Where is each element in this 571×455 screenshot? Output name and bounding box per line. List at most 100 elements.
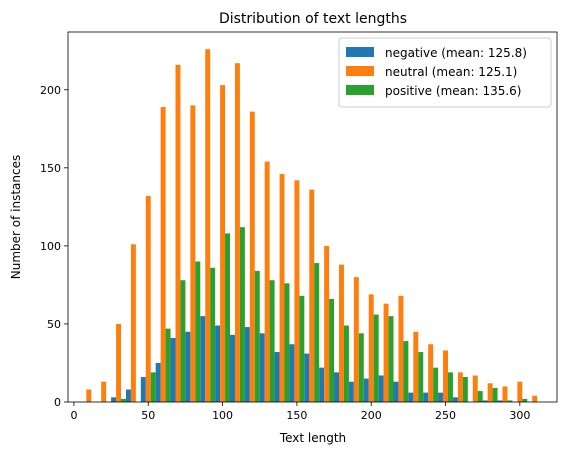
bar-negative-11 [244, 327, 250, 402]
bars-layer [86, 49, 538, 403]
bar-negative-5 [155, 362, 161, 402]
bar-positive-10 [239, 227, 245, 402]
bar-positive-26 [477, 391, 483, 402]
plot-frame [67, 31, 558, 403]
bar-positive-2 [121, 398, 126, 402]
bar-negative-17 [334, 372, 339, 402]
bar-negative-8 [200, 316, 206, 402]
bar-neutral-8 [205, 49, 211, 403]
bar-neutral-22 [413, 331, 419, 402]
bar-neutral-30 [532, 395, 538, 402]
x-tick-label: 200 [361, 409, 382, 422]
bar-neutral-18 [353, 277, 359, 402]
bar-neutral-27 [487, 383, 493, 402]
bar-neutral-13 [279, 174, 285, 402]
x-tick-label: 0 [70, 409, 77, 422]
bar-positive-8 [210, 267, 216, 402]
bar-neutral-5 [160, 106, 166, 402]
bar-negative-6 [170, 337, 176, 402]
bar-negative-20 [378, 375, 384, 402]
bar-negative-22 [408, 392, 414, 402]
bar-negative-2 [111, 397, 117, 402]
y-axis-label: Number of instances [9, 155, 23, 280]
bar-neutral-26 [472, 375, 478, 402]
bar-neutral-16 [324, 245, 330, 402]
bar-positive-18 [358, 333, 364, 402]
bar-neutral-19 [368, 294, 374, 402]
x-tick-label: 50 [141, 409, 155, 422]
x-axis-ticks: 0 50 100 150 200 250 300 [70, 402, 530, 422]
legend-swatch [346, 47, 374, 57]
bar-positive-19 [373, 314, 379, 402]
bar-negative-19 [363, 378, 369, 402]
y-tick-label: 0 [54, 396, 61, 409]
bar-negative-25 [452, 397, 458, 402]
bar-neutral-2 [116, 323, 122, 402]
bar-positive-21 [403, 341, 409, 402]
bar-negative-23 [423, 392, 429, 402]
bar-negative-24 [438, 392, 444, 402]
bar-positive-27 [492, 387, 498, 402]
bar-neutral-7 [190, 105, 196, 402]
bar-neutral-28 [502, 386, 508, 402]
bar-neutral-9 [220, 85, 226, 402]
bar-negative-27 [482, 400, 488, 402]
bar-positive-9 [225, 233, 230, 402]
bar-positive-5 [165, 328, 171, 402]
bar-positive-14 [299, 295, 305, 402]
bar-positive-12 [269, 280, 275, 402]
chart-title: Distribution of text lengths [219, 11, 407, 27]
bar-neutral-6 [175, 64, 181, 402]
bar-negative-21 [393, 381, 399, 402]
bar-neutral-21 [398, 295, 404, 402]
y-tick-label: 150 [40, 162, 61, 175]
bar-negative-12 [259, 333, 265, 402]
bar-negative-16 [319, 367, 325, 402]
bar-neutral-11 [249, 111, 255, 403]
bar-positive-22 [418, 352, 424, 402]
bar-neutral-24 [443, 350, 448, 402]
x-tick-label: 100 [212, 409, 233, 422]
y-tick-label: 100 [40, 240, 61, 253]
bar-positive-4 [150, 372, 156, 402]
bar-positive-17 [343, 325, 349, 402]
bar-neutral-14 [294, 180, 300, 402]
x-tick-label: 150 [286, 409, 307, 422]
bar-positive-23 [433, 367, 439, 402]
bar-negative-15 [304, 353, 310, 402]
bar-neutral-3 [130, 244, 136, 402]
bar-neutral-0 [86, 389, 92, 402]
bar-neutral-20 [383, 303, 389, 402]
bar-neutral-15 [309, 189, 315, 402]
bar-positive-24 [448, 372, 453, 402]
bar-negative-7 [185, 331, 191, 402]
bar-negative-14 [289, 344, 295, 402]
legend-swatch [346, 66, 374, 76]
bar-neutral-17 [339, 264, 344, 402]
bar-negative-10 [230, 334, 235, 402]
bar-neutral-10 [234, 63, 240, 402]
bar-positive-11 [254, 270, 260, 402]
legend-label: neutral (mean: 125.1) [385, 65, 517, 79]
bar-neutral-1 [101, 381, 107, 402]
bar-positive-13 [284, 283, 290, 402]
bar-negative-4 [140, 377, 146, 402]
bar-neutral-4 [145, 195, 151, 402]
bar-negative-9 [215, 325, 221, 402]
bar-positive-16 [329, 298, 335, 402]
y-tick-label: 50 [47, 318, 61, 331]
bar-negative-3 [125, 389, 131, 402]
bar-positive-15 [314, 263, 320, 402]
x-axis-label: Text length [279, 431, 346, 445]
bar-negative-13 [274, 352, 280, 402]
bar-positive-25 [462, 377, 468, 402]
bar-positive-29 [522, 398, 528, 402]
bar-neutral-29 [517, 381, 523, 402]
bar-positive-6 [180, 280, 186, 402]
bar-positive-28 [507, 400, 513, 402]
bar-negative-18 [348, 381, 354, 402]
y-axis-ticks: 0 50 100 150 200 [40, 84, 68, 409]
bar-neutral-23 [428, 344, 434, 402]
bar-neutral-12 [264, 161, 270, 402]
